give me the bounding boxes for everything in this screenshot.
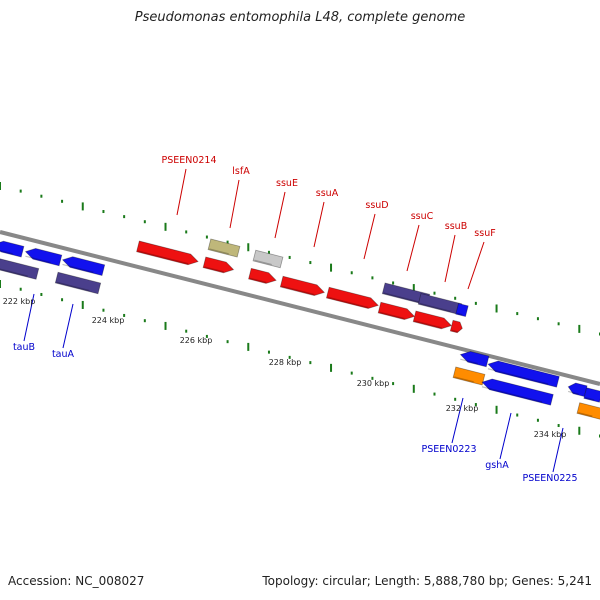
label-ssud: ssuD — [365, 200, 388, 211]
label-taub: tauB — [13, 342, 35, 353]
kbp-label: 232 kbp — [446, 404, 479, 413]
kbp-label: 228 kbp — [269, 358, 302, 367]
gene-blue-left-1 — [0, 240, 25, 258]
leader-pseen0223 — [451, 397, 464, 444]
leader-pseen0225 — [552, 427, 564, 473]
label-ssua: ssuA — [316, 188, 339, 199]
genome-title: Pseudomonas entomophila L48, complete ge… — [134, 10, 466, 25]
backbone — [0, 230, 600, 386]
leader-taua — [62, 303, 74, 349]
accession-text: Accession: NC_008027 — [8, 574, 145, 588]
leader-ssuf — [467, 241, 485, 290]
gene-blue-r4 — [583, 387, 600, 403]
gene-red-c — [377, 301, 416, 320]
label-ssuc: ssuC — [411, 211, 434, 222]
gene-blue-r2 — [487, 360, 560, 388]
kbp-labels: 222 kbp 224 kbp 226 kbp 228 kbp 230 kbp 232 k… — [3, 297, 567, 439]
gene-blue-left-3 — [61, 256, 106, 276]
gene-features — [0, 238, 600, 420]
label-leaders — [23, 168, 564, 473]
leader-pseen0214 — [176, 168, 187, 216]
leader-ssue — [274, 191, 286, 239]
gene-ssud — [325, 286, 379, 309]
leader-ssua — [313, 201, 325, 248]
gene-red-e — [449, 319, 463, 334]
label-taua: tauA — [52, 349, 75, 360]
gene-red-b — [248, 267, 277, 284]
gene-blue-r1 — [459, 351, 490, 368]
gene-ssub — [417, 293, 463, 315]
gene-ssue — [252, 249, 284, 269]
gene-labels: PSEEN0214 lsfA ssuE ssuA ssuD ssuC ssuB ssuF tau… — [13, 155, 578, 484]
label-ssue: ssuE — [276, 178, 298, 189]
gene-blue-left-2 — [24, 248, 63, 267]
label-lsfa: lsfA — [232, 166, 250, 177]
kbp-label: 224 kbp — [92, 316, 125, 325]
label-ssub: ssuB — [445, 221, 467, 232]
label-gsha: gshA — [485, 460, 509, 471]
label-pseen0225: PSEEN0225 — [522, 473, 577, 484]
gene-taua — [54, 271, 102, 295]
kbp-label: 234 kbp — [534, 430, 567, 439]
gene-pseen0223 — [452, 366, 486, 386]
gene-taub — [0, 258, 40, 280]
kbp-label: 222 kbp — [3, 297, 36, 306]
gene-pseen0225 — [576, 402, 600, 420]
leader-ssuc — [406, 224, 420, 272]
outer-tick-ring — [0, 182, 600, 336]
leader-ssub — [444, 234, 456, 283]
leader-gsha — [499, 412, 512, 460]
label-ssuf: ssuF — [474, 228, 495, 239]
gene-lsfa — [207, 238, 241, 258]
label-pseen0214: PSEEN0214 — [161, 155, 216, 166]
inner-tick-ring — [0, 280, 600, 438]
genome-summary: Topology: circular; Length: 5,888,780 bp… — [262, 574, 592, 588]
leader-taub — [23, 293, 35, 342]
leader-lsfa — [229, 179, 240, 229]
kbp-label: 226 kbp — [180, 336, 213, 345]
backbone-line — [0, 230, 600, 386]
gene-gsha — [481, 378, 554, 406]
gene-blue-r3 — [567, 382, 588, 398]
label-pseen0223: PSEEN0223 — [421, 444, 476, 455]
gene-red-d — [412, 310, 453, 330]
gene-ssua — [279, 275, 326, 296]
kbp-label: 230 kbp — [357, 379, 390, 388]
gene-pseen0214 — [136, 240, 199, 266]
leader-ssud — [363, 213, 376, 260]
gene-red-a — [202, 256, 235, 274]
gene-ssuf — [455, 302, 469, 318]
